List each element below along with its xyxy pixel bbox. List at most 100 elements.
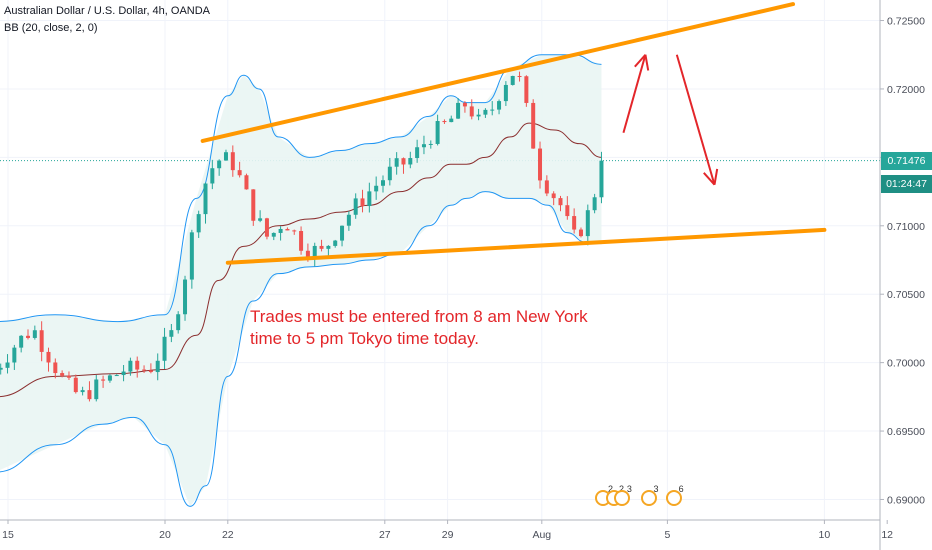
candle-body <box>360 198 365 207</box>
bollinger-band <box>0 54 602 507</box>
candle-body <box>401 158 406 165</box>
candle-body <box>483 109 488 115</box>
candle-body <box>312 245 317 258</box>
trade-note: Trades must be entered from 8 am New Yor… <box>250 306 588 350</box>
trade-note-line-1: Trades must be entered from 8 am New Yor… <box>250 307 588 326</box>
candle-body <box>39 330 44 352</box>
candle-body <box>271 232 276 237</box>
candle-body <box>462 102 467 107</box>
price-axis <box>880 0 932 550</box>
band-lower-line <box>0 191 602 507</box>
candle-body <box>0 367 3 370</box>
candle-body <box>299 230 304 251</box>
band-fill <box>0 54 602 507</box>
candle-body <box>19 335 24 348</box>
candle-body <box>469 106 474 117</box>
symbol-title[interactable]: Australian Dollar / U.S. Dollar, 4h, OAN… <box>4 5 211 17</box>
event-flag-icon[interactable] <box>640 490 657 506</box>
candle-body <box>128 360 133 372</box>
time-tick-label: Aug <box>532 529 551 541</box>
candle-body <box>353 198 358 215</box>
candle-body <box>510 75 515 85</box>
candle-body <box>203 183 208 215</box>
event-count: 2 <box>608 484 614 494</box>
candle-body <box>387 166 392 181</box>
candle-body <box>449 118 454 123</box>
bar-countdown-tag: 01:24:47 <box>881 174 932 193</box>
price-tick-label: 0.69000 <box>887 494 925 506</box>
event-count: 6 <box>678 484 684 494</box>
candle-body <box>264 218 269 237</box>
price-tick-label: 0.69500 <box>887 426 925 438</box>
candle-body <box>217 160 222 169</box>
candlesticks <box>0 71 604 402</box>
candle-body <box>155 360 160 373</box>
time-tick-label: 29 <box>442 529 454 541</box>
time-tick-label: 20 <box>159 529 171 541</box>
trendline-upper[interactable] <box>200 2 795 143</box>
arrow-2-head[interactable] <box>713 168 719 185</box>
candle-body <box>237 170 242 176</box>
current-price-tag: 0.71476 <box>881 151 932 170</box>
candle-body <box>585 210 590 237</box>
candle-body <box>367 191 372 207</box>
candle-body <box>176 314 181 331</box>
candle-body <box>244 175 249 190</box>
candle-body <box>73 377 78 393</box>
candle-body <box>183 279 188 315</box>
time-tick-label: 15 <box>2 529 14 541</box>
price-tick-label: 0.71000 <box>887 221 925 233</box>
candle-body <box>196 214 201 233</box>
candle-body <box>538 148 543 181</box>
candle-body <box>578 229 583 237</box>
candle-body <box>319 245 324 249</box>
arrow-1-head[interactable] <box>634 54 647 68</box>
candle-body <box>394 158 399 167</box>
trend-drawings[interactable] <box>200 2 827 265</box>
arrow-1-shaft[interactable] <box>622 54 647 134</box>
candle-body <box>326 245 331 249</box>
band-upper-line <box>0 54 602 323</box>
candle-body <box>12 347 17 363</box>
candle-body <box>114 375 119 377</box>
candle-body <box>251 189 256 221</box>
candle-body <box>53 362 58 374</box>
indicator-legend[interactable]: BB (20, close, 2, 0) <box>4 22 98 34</box>
candle-body <box>80 390 85 393</box>
candle-body <box>210 168 215 184</box>
event-flag-icon[interactable] <box>613 490 630 506</box>
candle-body <box>340 225 345 241</box>
candle-body <box>503 84 508 102</box>
arrow-1-head[interactable] <box>644 54 650 71</box>
candle-body <box>572 216 577 230</box>
time-tick-label: 27 <box>379 529 391 541</box>
candle-body <box>558 198 563 206</box>
time-tick-label: 22 <box>222 529 234 541</box>
event-flag-icon[interactable] <box>665 490 682 506</box>
candle-body <box>544 180 549 194</box>
price-tick-label: 0.70000 <box>887 358 925 370</box>
price-tick-label: 0.70500 <box>887 289 925 301</box>
time-tick-label: 5 <box>664 529 670 541</box>
candle-body <box>490 109 495 111</box>
candle-body <box>333 240 338 246</box>
candle-body <box>374 185 379 192</box>
candle-body <box>107 375 112 381</box>
candle-body <box>5 362 10 368</box>
price-tick-label: 0.72000 <box>887 84 925 96</box>
candle-body <box>531 102 536 149</box>
candle-body <box>599 160 604 198</box>
candle-body <box>32 330 37 338</box>
candle-body <box>87 390 92 400</box>
arrow-2-head[interactable] <box>703 172 716 186</box>
candle-body <box>66 375 71 378</box>
candle-body <box>408 158 413 165</box>
trendline-lower[interactable] <box>225 227 827 265</box>
candle-body <box>551 193 556 199</box>
event-count: 2 <box>619 484 625 494</box>
time-tick-label: 10 <box>819 529 831 541</box>
price-tick-label: 0.72500 <box>887 16 925 28</box>
candle-body <box>421 144 426 148</box>
arrow-2-shaft[interactable] <box>675 54 716 186</box>
